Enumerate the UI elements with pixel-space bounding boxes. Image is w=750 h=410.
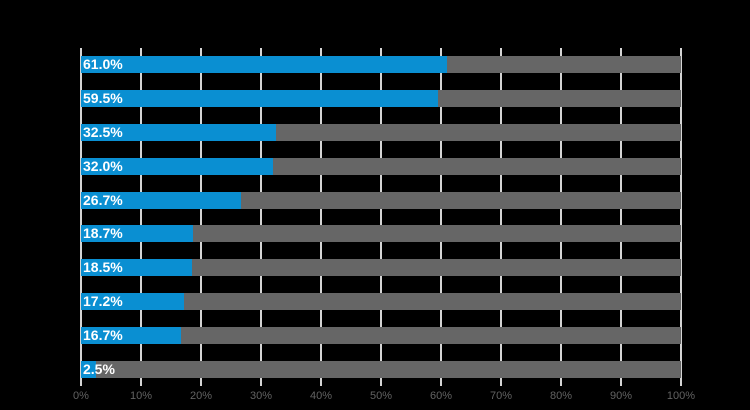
bar-track bbox=[81, 123, 681, 141]
gridline bbox=[380, 48, 382, 386]
x-axis-tick-label: 40% bbox=[309, 390, 333, 402]
bar-fill bbox=[81, 90, 438, 108]
x-axis-tick-label: 10% bbox=[129, 390, 153, 402]
gridline bbox=[140, 48, 142, 386]
bar-row: 32.0% bbox=[81, 157, 681, 175]
bar-value-label: 26.7% bbox=[83, 191, 123, 208]
gridline bbox=[320, 48, 322, 386]
bar-row: 17.2% bbox=[81, 292, 681, 310]
x-axis-tick-label: 50% bbox=[369, 390, 393, 402]
bar-value-label: 32.5% bbox=[83, 123, 123, 140]
gridline bbox=[500, 48, 502, 386]
bar-track bbox=[81, 225, 681, 243]
bar-value-label: 59.5% bbox=[83, 90, 123, 107]
x-axis-tick-label: 0% bbox=[73, 390, 89, 402]
bar-value-label: 16.7% bbox=[83, 326, 123, 343]
bar-fill bbox=[81, 225, 194, 243]
bar-row: 18.5% bbox=[81, 259, 681, 277]
gridline bbox=[200, 48, 202, 386]
bar-track bbox=[81, 157, 681, 175]
bar-fill bbox=[81, 191, 242, 209]
bar-fill bbox=[81, 292, 185, 310]
bar-track bbox=[81, 326, 681, 344]
x-axis-tick-label: 80% bbox=[549, 390, 573, 402]
bar-fill bbox=[81, 259, 192, 277]
bar-track bbox=[81, 259, 681, 277]
bar-value-label: 2.5% bbox=[83, 360, 115, 377]
gridline bbox=[560, 48, 562, 386]
x-axis-tick-label: 100% bbox=[666, 390, 696, 402]
bar-value-label: 18.7% bbox=[83, 225, 123, 242]
bar-row: 2.5% bbox=[81, 360, 681, 378]
bar-fill bbox=[81, 326, 182, 344]
bar-value-label: 61.0% bbox=[83, 56, 123, 73]
bar-value-label: 32.0% bbox=[83, 157, 123, 174]
gridline bbox=[80, 48, 82, 386]
bar-row: 59.5% bbox=[81, 90, 681, 108]
x-axis: 0% 10% 20% 30% 40% 50% 60% 70% 80% 90% 100% bbox=[0, 390, 750, 406]
bar-track bbox=[81, 56, 681, 74]
bar-row: 32.5% bbox=[81, 123, 681, 141]
bar-track bbox=[81, 191, 681, 209]
bar-track bbox=[81, 90, 681, 108]
x-axis-tick-label: 30% bbox=[249, 390, 273, 402]
plot-area: 61.0% 59.5% 32.5% 32.0% 26.7% 18.7% 18.5% 17.2%… bbox=[80, 48, 682, 386]
bar-rows: 61.0% 59.5% 32.5% 32.0% 26.7% 18.7% 18.5% 17.2%… bbox=[81, 48, 681, 386]
x-axis-tick-label: 20% bbox=[189, 390, 213, 402]
bar-fill bbox=[81, 360, 96, 378]
bar-track bbox=[81, 292, 681, 310]
bar-row: 26.7% bbox=[81, 191, 681, 209]
bar-row: 18.7% bbox=[81, 225, 681, 243]
bar-value-label: 18.5% bbox=[83, 259, 123, 276]
x-axis-tick-label: 70% bbox=[489, 390, 513, 402]
gridline bbox=[680, 48, 682, 386]
x-axis-tick-label: 60% bbox=[429, 390, 453, 402]
gridline bbox=[260, 48, 262, 386]
gridline bbox=[620, 48, 622, 386]
bar-value-label: 17.2% bbox=[83, 292, 123, 309]
gridline bbox=[440, 48, 442, 386]
bar-row: 61.0% bbox=[81, 56, 681, 74]
bar-fill bbox=[81, 56, 447, 74]
bar-fill bbox=[81, 157, 273, 175]
x-axis-tick-label: 90% bbox=[609, 390, 633, 402]
bar-row: 16.7% bbox=[81, 326, 681, 344]
bar-track bbox=[81, 360, 681, 378]
bar-fill bbox=[81, 123, 276, 141]
